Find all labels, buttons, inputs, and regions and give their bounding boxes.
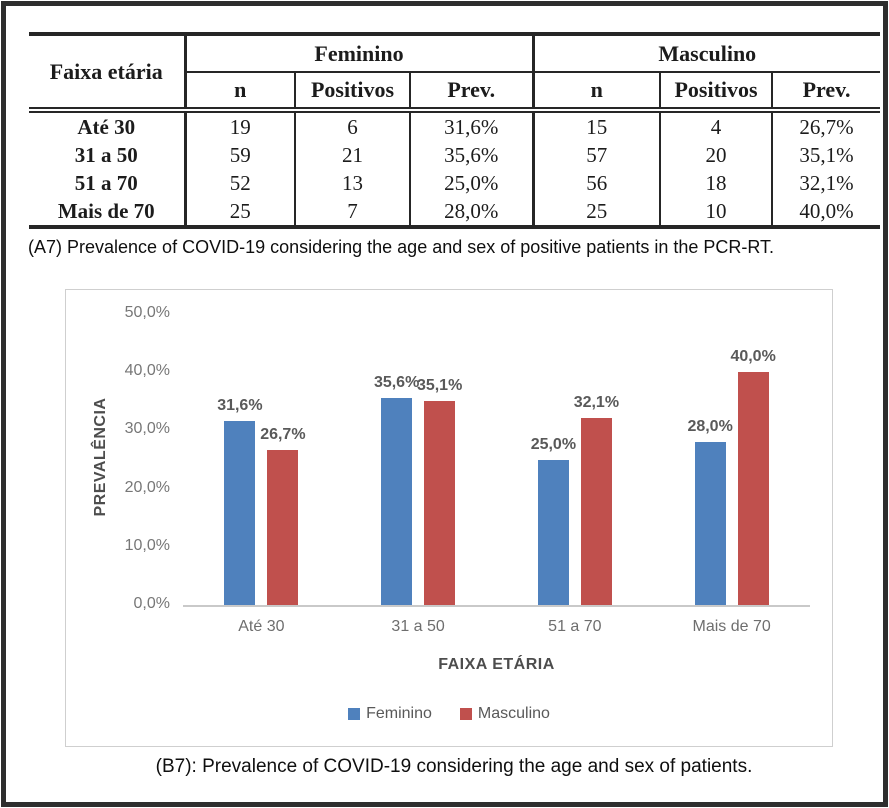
bar-value-label: 40,0%: [730, 348, 776, 366]
y-tick-label: 50,0%: [124, 304, 170, 321]
bar-value-label: 32,1%: [573, 394, 620, 412]
y-tick-label: 30,0%: [124, 420, 170, 438]
bar-masculino: [424, 400, 456, 605]
bar-masculino: [580, 418, 612, 605]
bar-value-label: 35,6%: [373, 373, 420, 391]
column-header-n-feminino: n: [185, 72, 295, 113]
column-header-positivos-feminino: Positivos: [294, 72, 410, 113]
table-row: 51 a 70 52 13 25,0% 56 18 32,1%: [29, 169, 881, 197]
table-row: Até 30 19 6 31,6% 15 4 26,7%: [29, 110, 881, 141]
group-header-feminino: Feminino: [185, 34, 534, 73]
legend-item: Feminino: [348, 705, 432, 723]
table-cell: 13: [294, 169, 410, 197]
legend-label: Masculino: [477, 705, 550, 722]
y-tick-label: 10,0%: [124, 536, 170, 554]
table-cell: 40,0%: [771, 197, 881, 227]
table-cell: 6: [294, 110, 410, 141]
table-cell: 35,1%: [771, 141, 881, 169]
legend-item: Masculino: [459, 705, 550, 723]
table-row: 31 a 50 59 21 35,6% 57 20 35,1%: [29, 141, 881, 169]
bar-value-label: 31,6%: [217, 397, 263, 415]
table-cell: 59: [183, 141, 295, 169]
table-sub-header-row: n Positivos Prev. n Positivos Prev.: [29, 72, 881, 113]
table-cell: 32,1%: [771, 169, 881, 197]
x-tick-label: Até 30: [238, 618, 285, 635]
x-axis-title: FAIXA ETÁRIA: [438, 656, 555, 673]
bar-value-label: 26,7%: [260, 425, 306, 443]
caption-a7: (A7) Prevalence of COVID-19 considering …: [28, 237, 775, 257]
bar-feminino: [694, 442, 726, 605]
x-tick-label: 51 a 70: [548, 618, 602, 635]
table-cell: 18: [659, 169, 773, 197]
bar-feminino: [537, 459, 569, 605]
table-cell: 19: [183, 110, 295, 141]
table-cell: 25: [531, 197, 661, 227]
y-tick-label: 40,0%: [124, 362, 170, 380]
table-cell: 57: [531, 141, 661, 169]
bar-feminino: [381, 397, 413, 605]
y-tick-label: 0,0%: [133, 595, 170, 612]
bar-feminino: [224, 421, 256, 605]
column-header-positivos-masculino: Positivos: [659, 72, 773, 113]
table-cell: 10: [659, 197, 773, 227]
table-row: Mais de 70 25 7 28,0% 25 10 40,0%: [29, 197, 881, 227]
table-cell: 7: [294, 197, 410, 227]
table-cell: 31,6%: [408, 110, 534, 141]
y-axis-title: PREVALÊNCIA: [92, 397, 109, 517]
table-cell: 20: [659, 141, 773, 169]
bar-masculino: [737, 372, 769, 605]
chart: PREVALÊNCIA FAIXA ETÁRIA Feminino Masculi…: [65, 289, 833, 747]
table-cell: 35,6%: [408, 141, 534, 169]
table-cell: 56: [531, 169, 661, 197]
x-tick-label: 31 a 50: [391, 618, 445, 635]
bar-value-label: 35,1%: [416, 376, 463, 394]
row-label: 51 a 70: [74, 170, 138, 195]
table-group-header-row: Faixa etária Feminino Masculino: [29, 34, 881, 113]
group-header-masculino: Masculino: [531, 34, 881, 73]
table-cell: 21: [294, 141, 410, 169]
legend-swatch-masculino: [459, 708, 472, 720]
table-cell: 25,0%: [408, 169, 534, 197]
table-cell: 28,0%: [408, 197, 534, 227]
table-cell: 26,7%: [771, 110, 881, 141]
table-cell: 52: [183, 169, 295, 197]
column-header-prev-feminino: Prev.: [408, 72, 534, 113]
row-label: Até 30: [77, 114, 136, 139]
bar-value-label: 28,0%: [687, 418, 733, 436]
legend-swatch-feminino: [348, 708, 361, 720]
corner-header: Faixa etária: [29, 34, 187, 113]
table-cell: 4: [659, 110, 773, 141]
table-cell: 25: [183, 197, 295, 227]
row-label: 31 a 50: [74, 142, 138, 167]
chart-legend: Feminino Masculino: [66, 705, 832, 723]
column-header-prev-masculino: Prev.: [771, 72, 881, 113]
legend-label: Feminino: [366, 705, 432, 722]
row-label: Mais de 70: [57, 198, 155, 223]
x-axis-line: [183, 605, 810, 607]
prevalence-table: Faixa etária Feminino Masculino n Positi…: [29, 32, 881, 229]
bar-masculino: [267, 449, 299, 605]
column-header-n-masculino: n: [531, 72, 661, 113]
table-cell: 15: [531, 110, 661, 141]
y-tick-label: 20,0%: [124, 478, 170, 496]
x-tick-label: Mais de 70: [692, 618, 771, 635]
caption-b7: (B7): Prevalence of COVID-19 considering…: [155, 756, 753, 777]
bar-value-label: 25,0%: [530, 435, 577, 453]
